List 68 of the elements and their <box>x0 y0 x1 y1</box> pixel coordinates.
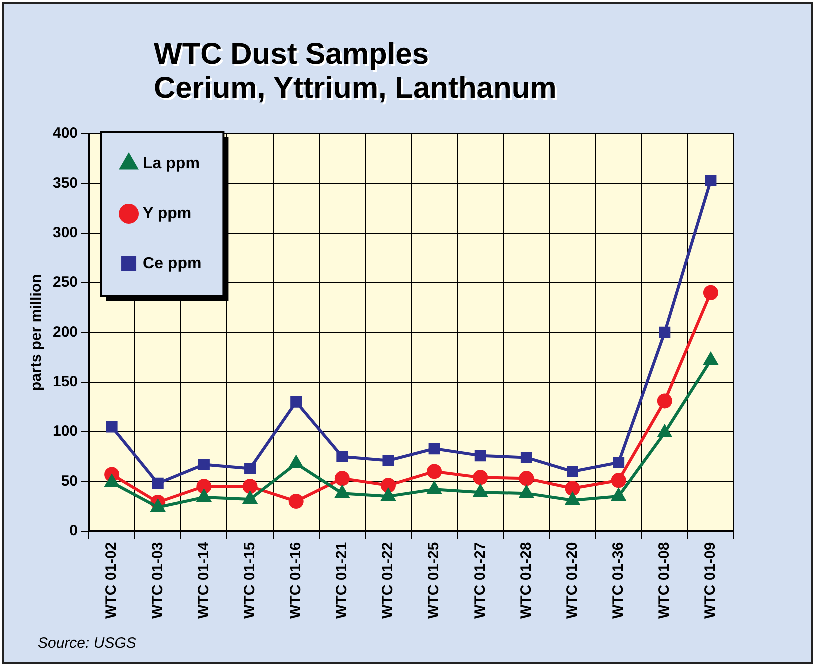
point <box>473 470 488 486</box>
x-tick-label: WTC 01-03 <box>149 542 166 620</box>
point <box>244 492 257 504</box>
point <box>106 421 118 433</box>
x-tick-label: WTC 01-09 <box>702 542 720 620</box>
x-tick-label: WTC 01-14 <box>195 542 212 620</box>
point <box>428 482 442 494</box>
y-tick-label: 350 <box>52 174 78 192</box>
point <box>565 481 580 496</box>
source-note: Source: USGS <box>38 635 136 652</box>
x-tick-label: WTC 01-36 <box>610 542 627 620</box>
y-tick-label: 400 <box>52 125 78 142</box>
y-tick-label: 250 <box>52 274 78 292</box>
point <box>105 475 119 488</box>
point <box>196 479 212 494</box>
y-tick-label: 100 <box>52 423 78 440</box>
point <box>428 443 440 455</box>
point <box>703 285 718 300</box>
y-tick-label: 300 <box>52 224 78 242</box>
point <box>152 478 164 490</box>
chart-title: WTC Dust Samples Cerium, Yttrium, Lanthanum <box>154 38 557 106</box>
x-tick-label: WTC 01-22 <box>380 542 397 620</box>
x-tick-label: WTC 01-16 <box>287 542 304 620</box>
x-tick-label: WTC 01-15 <box>241 542 258 620</box>
point <box>382 455 394 467</box>
point <box>198 459 210 471</box>
point <box>519 471 534 486</box>
point <box>244 462 256 474</box>
point <box>705 174 717 186</box>
point <box>380 478 396 494</box>
y-tick-label: 150 <box>52 373 78 390</box>
point <box>567 466 578 478</box>
point <box>657 394 672 409</box>
legend-label: Ce ppm <box>143 255 202 272</box>
x-tick-label: WTC 01-20 <box>564 542 581 620</box>
point <box>474 450 486 462</box>
point <box>382 489 396 502</box>
point <box>336 486 350 498</box>
point <box>613 457 625 469</box>
point <box>242 479 258 494</box>
y-tick-label: 0 <box>70 522 78 540</box>
legend-label: La ppm <box>143 155 200 172</box>
y-tick-label: 200 <box>52 324 78 341</box>
x-tick-label: WTC 01-21 <box>334 542 351 620</box>
point <box>198 490 211 502</box>
x-tick-label: WTC 01-08 <box>656 542 674 620</box>
x-tick-label: WTC 01-27 <box>472 542 489 620</box>
point <box>151 500 165 512</box>
y-axis-title: parts per million <box>28 274 46 392</box>
point <box>520 486 534 498</box>
point <box>290 396 302 408</box>
point <box>658 425 672 438</box>
point <box>611 473 626 488</box>
point <box>290 456 304 468</box>
x-tick-label: WTC 01-28 <box>518 542 535 620</box>
point <box>334 471 350 486</box>
point <box>288 494 304 510</box>
point <box>566 493 580 506</box>
point <box>520 452 532 464</box>
point <box>474 485 488 498</box>
x-tick-label: WTC 01-02 <box>103 542 120 620</box>
point <box>336 451 348 463</box>
point <box>427 464 442 480</box>
point <box>612 489 626 502</box>
legend-label: Y ppm <box>143 205 192 222</box>
x-tick-label: WTC 01-25 <box>426 542 443 620</box>
point <box>659 326 671 338</box>
y-tick-label: 50 <box>61 472 78 490</box>
